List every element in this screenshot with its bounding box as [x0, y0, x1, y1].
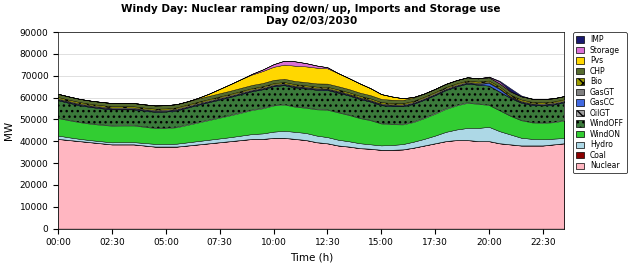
X-axis label: Time (h): Time (h): [290, 253, 333, 263]
Legend: IMP, Storage, Pvs, CHP, Bio, GasGT, GasCC, OilGT, WindOFF, WindON, Hydro, Coal, : IMP, Storage, Pvs, CHP, Bio, GasGT, GasC…: [573, 32, 627, 174]
Title: Windy Day: Nuclear ramping down/ up, Imports and Storage use
Day 02/03/2030: Windy Day: Nuclear ramping down/ up, Imp…: [122, 4, 501, 26]
Y-axis label: MW: MW: [4, 121, 14, 140]
